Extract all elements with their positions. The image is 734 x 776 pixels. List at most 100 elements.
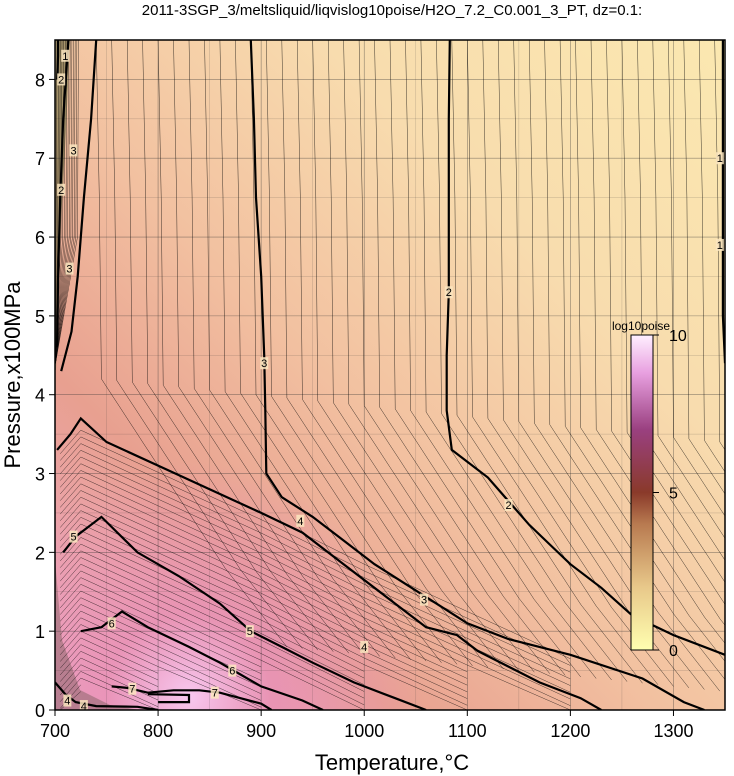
fine-contour [698, 40, 725, 473]
bold-contour-level-1 [721, 40, 725, 364]
colorbar: log10poise 10 5 0 [612, 319, 687, 660]
contour-label-bg [57, 183, 66, 196]
fine-contour [60, 476, 571, 706]
fine-contour [60, 583, 262, 668]
fine-contour [55, 40, 71, 364]
bold-contour-level-3 [60, 40, 98, 372]
bold-contour-level-5 [62, 515, 427, 710]
contour-label-bg [128, 682, 137, 695]
fine-contour [60, 523, 468, 706]
bold-contour-level-2 [56, 40, 70, 348]
contour-label-bg [260, 357, 269, 370]
fine-contour [668, 40, 725, 517]
fine-contour [60, 657, 159, 694]
contour-label-bg [69, 530, 78, 543]
contour-label-bg [79, 700, 88, 710]
contour-label: 6 [109, 618, 115, 630]
fine-contour [389, 40, 581, 678]
x-axis: 700 800 900 1000 1100 1200 1300 [40, 710, 693, 741]
contour-label: 2 [58, 74, 64, 86]
y-tick-label: 8 [35, 70, 45, 90]
colorbar-tick-label: 5 [669, 486, 678, 503]
contour-label-bg [210, 686, 219, 699]
fine-contour [312, 40, 504, 670]
contour-label: 3 [261, 358, 267, 370]
x-tick-label: 900 [246, 721, 276, 741]
fine-contour [652, 40, 725, 539]
fine-contour [559, 40, 725, 662]
contour-label: 4 [297, 516, 303, 528]
contour-label: 1 [62, 51, 68, 63]
fine-contour [60, 644, 159, 681]
fine-contour [60, 650, 159, 687]
fine-contour [60, 463, 571, 693]
contour-label: 7 [212, 688, 218, 700]
fine-contour [436, 40, 628, 682]
y-axis-label: Pressure,x100MPa [0, 281, 25, 469]
fine-contour [60, 537, 365, 672]
fine-contour [266, 40, 458, 665]
plot-frame [54, 39, 726, 711]
fine-contour [219, 40, 411, 660]
fine-contour [730, 40, 734, 710]
fine-contour [467, 40, 659, 685]
fine-contour [327, 40, 519, 671]
contour-label: 5 [70, 532, 76, 544]
contour-label-bg [61, 49, 70, 62]
colorbar-tick-label: 10 [669, 328, 687, 345]
fine-contour [55, 40, 69, 364]
contour-label: 2 [446, 287, 452, 299]
fine-contour [405, 40, 597, 679]
contour-label-bg [228, 664, 237, 677]
fine-contour [55, 40, 59, 364]
fine-contour [60, 436, 571, 666]
fine-contour [235, 40, 427, 662]
contour-label-bg [107, 617, 116, 630]
fine-contour [60, 624, 262, 708]
fine-contour [55, 40, 79, 364]
fine-contour [60, 671, 159, 708]
fine-contour [60, 563, 365, 699]
fine-contour [60, 516, 468, 699]
colorbar-scale [630, 334, 654, 651]
fine-contour [60, 510, 468, 693]
chart-title: 2011-3SGP_3/meltsliquid/liqvislog10poise… [142, 2, 642, 19]
fine-contour [188, 40, 380, 657]
contour-label: 3 [421, 595, 427, 607]
fine-contour [111, 40, 303, 649]
fine-contour [296, 40, 489, 668]
x-tick-label: 1000 [344, 721, 384, 741]
fine-contour [60, 543, 365, 679]
y-tick-label: 1 [35, 622, 45, 642]
contour-label-bg [420, 593, 429, 606]
contour-label-bg [69, 144, 78, 157]
y-tick-label: 0 [35, 701, 45, 721]
contour-label: 4 [64, 696, 70, 708]
fine-contour [60, 503, 468, 686]
contour-label-bg [57, 73, 66, 86]
fine-contour [60, 637, 159, 674]
fine-contour [482, 40, 674, 687]
contour-label-bg [296, 514, 305, 527]
fine-contour [250, 40, 442, 663]
fine-contour [60, 443, 571, 673]
colorbar-title: log10poise [612, 319, 670, 333]
fine-contour [637, 40, 725, 561]
fine-contour [173, 40, 365, 655]
fine-contour [528, 40, 720, 692]
fine-contour [451, 40, 643, 684]
x-axis-label: Temperature,°C [315, 750, 469, 775]
fine-contour [60, 617, 262, 701]
contour-label-bg [715, 152, 724, 165]
fine-contour [60, 570, 365, 706]
contour-label: 3 [70, 145, 76, 157]
fine-contour [590, 40, 725, 626]
fine-contour [126, 40, 318, 651]
contour-label-bg [715, 238, 724, 251]
fine-contour [575, 40, 725, 644]
low-viscosity-strip [55, 40, 70, 370]
fine-contour [420, 40, 612, 681]
fine-contour [60, 577, 365, 710]
